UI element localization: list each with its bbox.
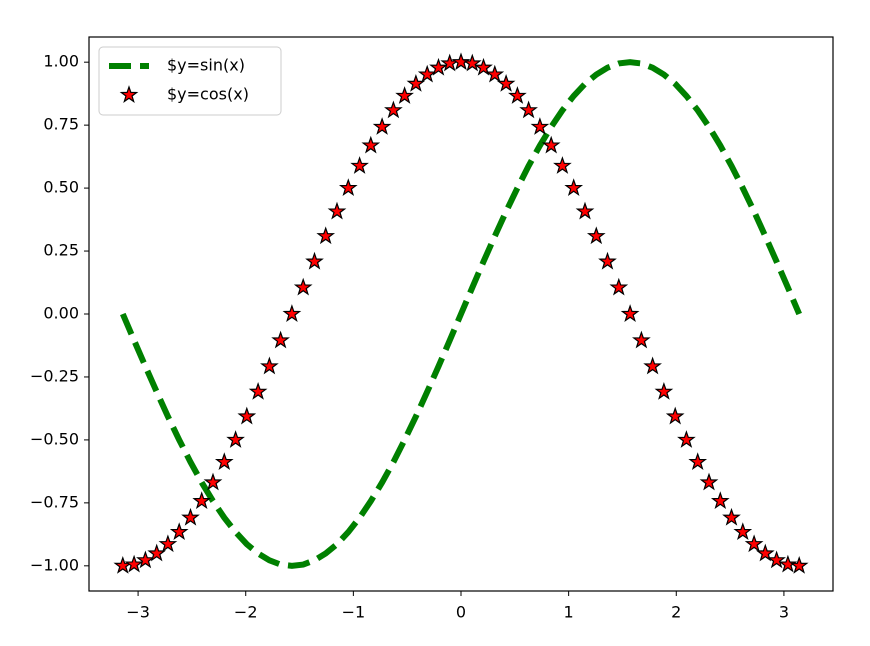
star-marker: [710, 491, 730, 510]
star-marker: [553, 156, 572, 174]
x-tick-label: −3: [126, 603, 150, 622]
star-marker: [654, 381, 674, 400]
y-tick-label: −0.25: [30, 366, 79, 385]
star-marker: [462, 53, 482, 72]
star-marker: [260, 356, 279, 375]
star-marker: [203, 472, 223, 491]
star-marker: [293, 277, 313, 296]
star-marker: [485, 64, 505, 83]
star-marker: [124, 554, 144, 573]
star-marker: [305, 251, 324, 270]
x-tick-label: −2: [234, 603, 258, 622]
star-marker: [316, 226, 336, 245]
star-marker: [755, 543, 775, 562]
star-marker: [733, 522, 753, 541]
star-marker: [789, 555, 809, 574]
star-marker: [338, 178, 358, 197]
star-marker: [519, 100, 538, 119]
axes-frame: [88, 36, 834, 592]
x-tick-label: 2: [671, 603, 681, 622]
star-marker: [598, 251, 617, 270]
y-tick-label: 0.00: [43, 304, 79, 323]
star-marker: [113, 555, 133, 574]
y-tick-label: −0.50: [30, 429, 79, 448]
y-tick-label: 1.00: [43, 52, 79, 71]
star-marker: [384, 100, 403, 119]
star-marker: [429, 57, 448, 76]
x-tick-label: 3: [779, 603, 789, 622]
star-marker: [699, 472, 719, 491]
star-marker: [474, 57, 493, 76]
star-marker: [192, 491, 212, 510]
star-marker: [620, 304, 640, 322]
y-tick-label: 0.25: [43, 241, 79, 260]
star-marker: [530, 117, 550, 135]
x-tick-label: −1: [342, 603, 366, 622]
star-marker: [350, 156, 369, 174]
star-marker: [496, 74, 516, 92]
star-marker: [372, 117, 392, 135]
star-marker: [575, 201, 595, 220]
star-marker: [609, 277, 629, 296]
y-tick-label: −0.75: [30, 492, 79, 511]
star-marker: [665, 406, 685, 425]
star-marker: [136, 550, 155, 569]
star-marker: [271, 330, 290, 349]
star-marker: [226, 430, 245, 448]
x-tick-label: 0: [456, 603, 466, 622]
star-marker: [214, 452, 234, 471]
star-marker: [744, 534, 764, 553]
star-marker: [643, 356, 662, 375]
star-marker: [181, 507, 200, 526]
star-marker: [767, 550, 786, 569]
y-tick-label: −1.00: [30, 555, 79, 574]
plot-area: [113, 52, 809, 574]
legend-label: $y=cos(x): [167, 85, 249, 104]
star-marker: [541, 135, 561, 154]
x-tick-label: 1: [564, 603, 574, 622]
legend-label: $y=sin(x): [167, 56, 245, 75]
legend-marker: [119, 85, 139, 103]
star-marker: [586, 226, 606, 245]
star-marker: [564, 178, 584, 197]
star-marker: [688, 452, 708, 471]
star-marker: [677, 430, 696, 448]
star-marker: [327, 201, 347, 220]
star-marker: [440, 53, 460, 72]
star-marker: [361, 135, 381, 154]
star-marker: [248, 381, 268, 400]
y-tick-label: 0.50: [43, 178, 79, 197]
star-marker: [632, 330, 651, 349]
star-marker: [417, 64, 437, 83]
star-marker: [147, 543, 167, 562]
star-marker: [406, 74, 426, 92]
star-marker: [451, 52, 471, 71]
star-marker: [778, 554, 798, 573]
star-marker: [508, 86, 527, 104]
star-marker: [158, 534, 178, 553]
y-tick-label: 0.75: [43, 115, 79, 134]
star-marker: [722, 507, 741, 526]
star-marker: [282, 304, 302, 322]
star-marker: [169, 522, 189, 541]
star-marker: [395, 86, 414, 104]
star-marker: [237, 406, 257, 425]
sin-line: [120, 59, 802, 569]
